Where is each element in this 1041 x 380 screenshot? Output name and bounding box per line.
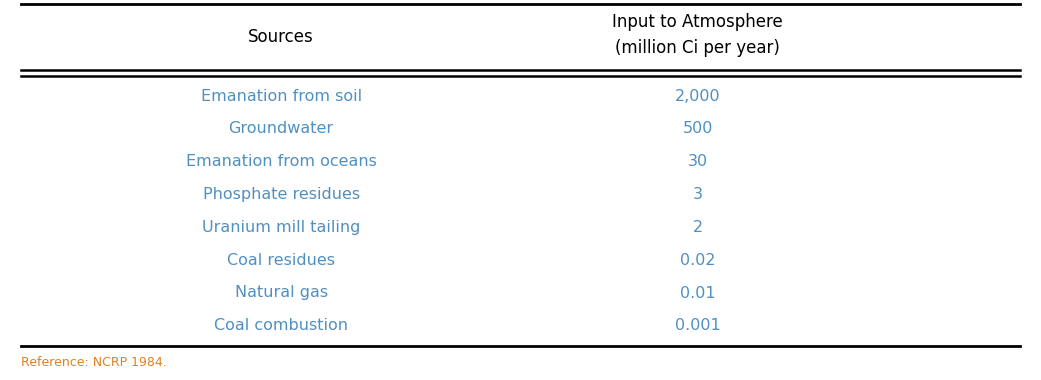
Text: 0.01: 0.01 xyxy=(680,285,715,301)
Text: Emanation from oceans: Emanation from oceans xyxy=(185,154,377,169)
Text: 2,000: 2,000 xyxy=(675,89,720,104)
Text: Coal residues: Coal residues xyxy=(227,253,335,268)
Text: Emanation from soil: Emanation from soil xyxy=(201,89,361,104)
Text: 3: 3 xyxy=(692,187,703,202)
Text: Natural gas: Natural gas xyxy=(234,285,328,301)
Text: Uranium mill tailing: Uranium mill tailing xyxy=(202,220,360,235)
Text: Phosphate residues: Phosphate residues xyxy=(203,187,359,202)
Text: 30: 30 xyxy=(687,154,708,169)
Text: Coal combustion: Coal combustion xyxy=(214,318,348,333)
Text: Reference: NCRP 1984.: Reference: NCRP 1984. xyxy=(21,356,167,369)
Text: 0.001: 0.001 xyxy=(675,318,720,333)
Text: Input to Atmosphere: Input to Atmosphere xyxy=(612,13,783,31)
Text: Sources: Sources xyxy=(248,28,314,46)
Text: Groundwater: Groundwater xyxy=(229,122,333,136)
Text: (million Ci per year): (million Ci per year) xyxy=(615,39,780,57)
Text: 500: 500 xyxy=(682,122,713,136)
Text: 0.02: 0.02 xyxy=(680,253,715,268)
Text: 2: 2 xyxy=(692,220,703,235)
